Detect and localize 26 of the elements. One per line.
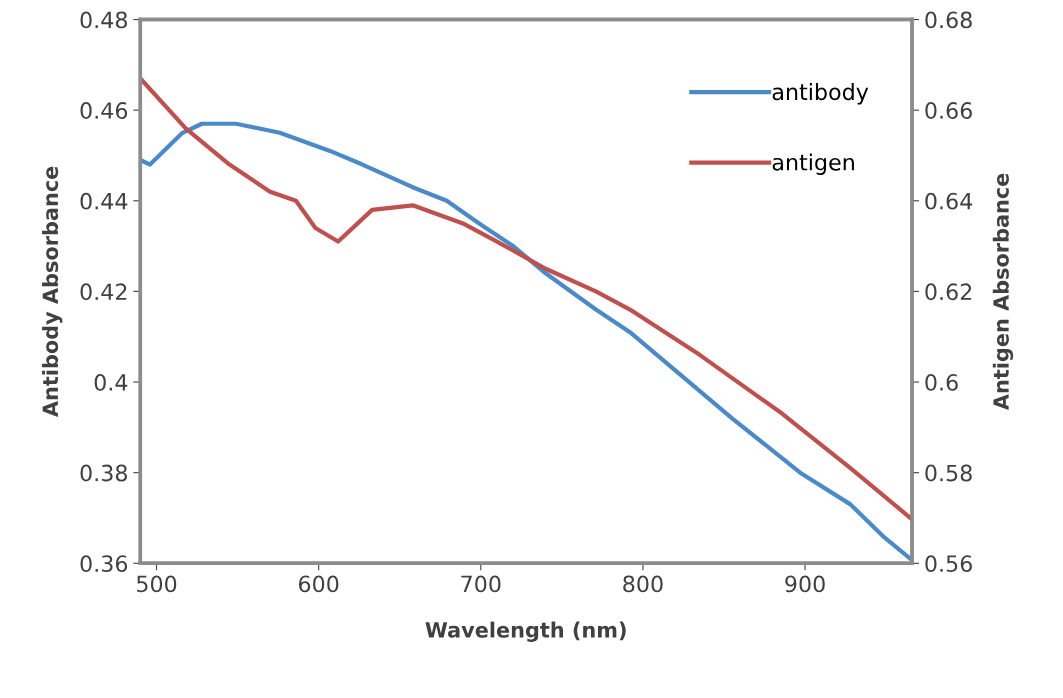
legend-label: antigen	[772, 153, 854, 175]
y2-tick-label: 0.6	[925, 373, 958, 391]
line-series	[140, 76, 913, 521]
y-axis-title: Antibody Absorbance	[42, 166, 63, 417]
y-tick-label: 0.4	[94, 373, 128, 391]
y-tick-label: 0.38	[80, 464, 127, 482]
y-tick-label: 0.42	[80, 283, 127, 301]
y-tick-label: 0.36	[80, 555, 128, 573]
x-tick-label: 700	[461, 575, 501, 593]
y2-tick-label: 0.68	[925, 11, 972, 29]
y2-tick-label: 0.62	[925, 283, 972, 301]
line-series	[140, 121, 913, 561]
legend-label: antibody	[772, 83, 869, 105]
y2-tick-label: 0.56	[925, 555, 972, 573]
y2-tick-label: 0.64	[925, 192, 973, 210]
x-tick-label: 900	[785, 575, 825, 593]
y2-tick-label: 0.66	[925, 102, 972, 119]
x-tick-label: 500	[137, 575, 177, 593]
x-axis-title: Wavelength (nm)	[425, 621, 626, 642]
y-tick-label: 0.44	[80, 192, 128, 210]
y2-tick-label: 0.58	[925, 464, 972, 482]
y2-axis-title: Antigen Absorbance	[992, 173, 1014, 411]
x-tick-label: 800	[623, 575, 663, 593]
y-tick-label: 0.46	[80, 102, 128, 119]
y-tick-label: 0.48	[80, 11, 127, 29]
x-tick-label: 600	[299, 575, 339, 593]
